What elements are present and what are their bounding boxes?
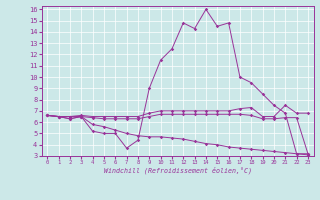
X-axis label: Windchill (Refroidissement éolien,°C): Windchill (Refroidissement éolien,°C) [104,167,252,174]
